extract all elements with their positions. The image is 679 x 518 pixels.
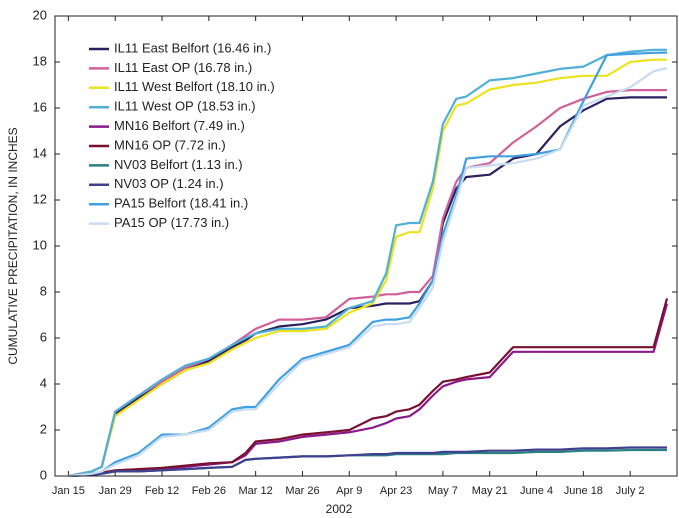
series-line	[68, 67, 668, 478]
series-line	[68, 51, 668, 478]
legend-label: IL11 East OP (16.78 in.)	[114, 60, 252, 75]
series-line	[68, 303, 669, 478]
x-axis-label: 2002	[326, 502, 353, 516]
legend-label: PA15 OP (17.73 in.)	[114, 215, 229, 230]
x-tick-label: Jan 15	[52, 485, 85, 497]
y-tick-label: 2	[40, 421, 47, 436]
x-tick-label: July 2	[616, 485, 645, 497]
plot-frame	[54, 15, 678, 477]
series-line	[68, 48, 667, 478]
series-line	[68, 89, 667, 478]
y-tick-label: 4	[40, 375, 47, 390]
x-tick-label: June 4	[520, 485, 553, 497]
legend-label: MN16 OP (7.72 in.)	[114, 137, 226, 152]
y-tick-label: 14	[33, 145, 47, 160]
series-line	[68, 298, 669, 478]
legend-label: IL11 East Belfort (16.46 in.)	[114, 40, 271, 55]
x-tick-label: Apr 23	[380, 485, 412, 497]
legend-label: MN16 Belfort (7.49 in.)	[114, 118, 245, 133]
x-tick-label: May 21	[472, 485, 508, 497]
series-line	[68, 58, 667, 478]
y-tick-label: 16	[33, 99, 47, 114]
x-tick-label: Feb 26	[192, 485, 226, 497]
series-line	[68, 96, 667, 478]
y-tick-label: 20	[33, 7, 47, 22]
legend-label: IL11 West OP (18.53 in.)	[114, 99, 256, 114]
y-tick-label: 8	[40, 283, 47, 298]
legend-label: IL11 West Belfort (18.10 in.)	[114, 79, 275, 94]
legend-label: NV03 Belfort (1.13 in.)	[114, 157, 243, 172]
x-tick-label: Apr 9	[336, 485, 362, 497]
y-tick-label: 10	[33, 237, 47, 252]
x-tick-label: June 18	[564, 485, 603, 497]
series-line	[68, 446, 667, 478]
x-tick-label: Mar 26	[285, 485, 319, 497]
legend-label: NV03 OP (1.24 in.)	[114, 176, 224, 191]
y-tick-label: 18	[33, 53, 47, 68]
x-tick-label: Jan 29	[99, 485, 132, 497]
x-tick-label: Mar 12	[239, 485, 273, 497]
x-tick-label: Feb 12	[145, 485, 179, 497]
y-tick-label: 12	[33, 191, 47, 206]
legend-label: PA15 Belfort (18.41 in.)	[114, 196, 248, 211]
y-tick-label: 6	[40, 329, 47, 344]
y-tick-label: 0	[40, 467, 47, 482]
x-tick-label: May 7	[428, 485, 458, 497]
y-axis-label: CUMULATIVE PRECIPITATION, IN INCHES	[6, 127, 20, 364]
